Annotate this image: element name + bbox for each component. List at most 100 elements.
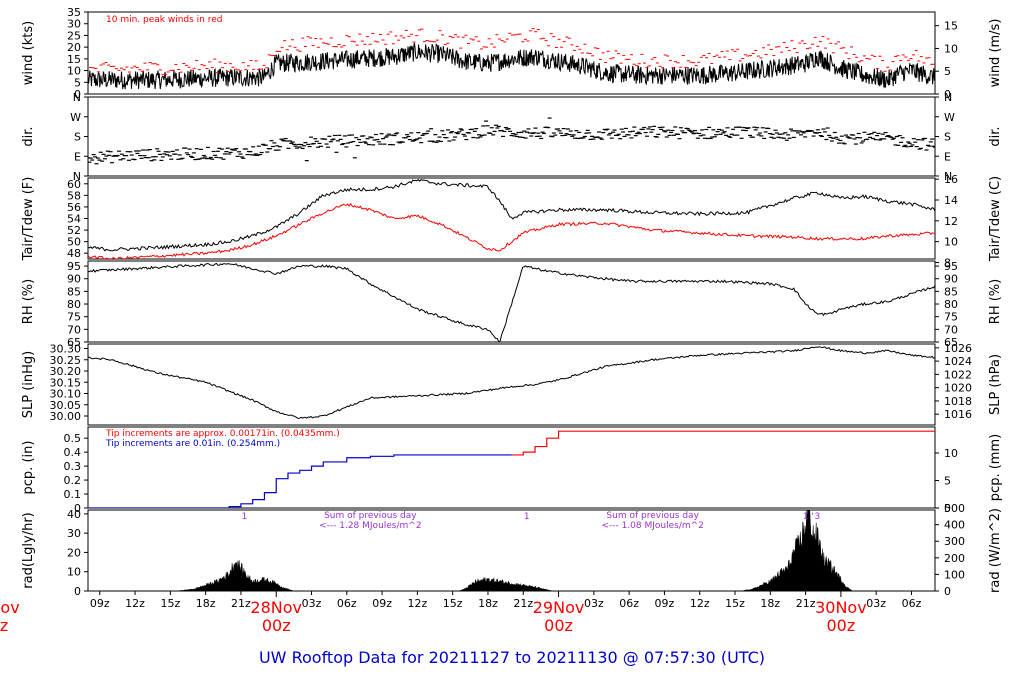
rh-series-rh [88,262,935,342]
dir-left-tick-label: E [74,150,81,163]
pcp-left-tick-label: 0.4 [64,446,82,459]
slp-left-tick-label: 30.20 [50,365,82,378]
pcp-note-0: Tip increments are approx. 0.00171in. (0… [105,429,340,439]
rh-right-tick-label: 70 [944,323,958,336]
rad-sum-title: Sum of previous day [606,511,699,521]
temp-left-tick-label: 52 [67,224,81,237]
slp-left-tick-label: 30.00 [50,410,82,423]
temp-series-tair [88,178,935,252]
pcp-left-tick-label: 0 [74,502,81,515]
pcp-right-tick-label: 0 [944,502,951,515]
slp-right-tick-label: 1024 [944,355,972,368]
slp-left-tick-label: 30.10 [50,388,82,401]
date-tick-label: 27Nov [0,598,20,617]
wind-left-tick-label: 15 [67,53,81,66]
temp-right-tick-label: 14 [944,194,958,207]
temp-plot-area [88,178,935,259]
slp-series-slp [88,346,935,420]
rh-left-tick-label: 95 [67,260,81,273]
temp-left-tick-label: 54 [67,213,81,226]
date-tick-hour: 00z [827,616,856,635]
dir-left-tick-label: W [70,111,81,124]
rad-ylabel: rad(Lgly/hr) [21,512,36,588]
rh-left-tick-label: 75 [67,311,81,324]
dir-right-tick-label: E [944,150,951,163]
temp-right-tick-label: 16 [944,173,958,186]
rh-right-tick-label: 95 [944,260,958,273]
wind-left-tick-label: 25 [67,29,81,42]
slp-left-tick-label: 30.25 [50,354,82,367]
rad-series-rad [176,510,853,591]
wind-left-tick-label: 0 [74,88,81,101]
wind-right-tick-label: 15 [944,20,958,33]
slp-right-tick-label: 1016 [944,408,972,421]
slp-right-tick-label: 1026 [944,342,972,355]
rh-left-tick-label: 65 [67,336,81,349]
pcp-left-tick-label: 0.3 [64,460,82,473]
rh-ylabel: RH (%) [21,279,36,324]
temp-left-tick-label: 58 [67,189,81,202]
rad-left-tick-label: 40 [67,508,81,521]
rad-left-tick-label: 0 [74,585,81,598]
date-tick-hour: 00z [544,616,573,635]
x-tick-label: 12z [690,597,710,610]
dir-right-tick-label: N [944,91,952,104]
x-tick-label: 06z [619,597,639,610]
wind-left-tick-label: 20 [67,41,81,54]
rh-right-tick-label: 65 [944,336,958,349]
x-tick-label: 15z [725,597,745,610]
x-tick-label: 12z [125,597,145,610]
x-tick-label: 18z [760,597,780,610]
rad-right-tick-label: 400 [944,519,965,532]
wind-ylabel-right: wind (m/s) [988,19,1003,88]
rad-daily-marker: 1 [803,512,809,522]
dir-left-tick-label: S [74,131,81,144]
rad-left-tick-label: 10 [67,566,81,579]
date-tick-label: 29Nov [533,598,585,617]
pcp-left-tick-label: 0.2 [64,474,82,487]
x-tick-label: 21z [513,597,533,610]
x-tick-label: 18z [478,597,498,610]
pcp-right-tick-label: 10 [944,447,958,460]
slp-ylabel-right: SLP (hPa) [988,354,1003,415]
x-tick-label: 15z [443,597,463,610]
pcp-series-pcp-0-01in-tips- [88,454,512,508]
rh-left-tick-label: 80 [67,298,81,311]
x-tick-label: 03z [584,597,604,610]
pcp-plot-area [88,430,935,508]
wind-ylabel: wind (kts) [21,21,36,85]
rad-daily-marker: 1 [524,512,530,522]
pcp-series-pcp-0-00171in-tips- [511,430,935,456]
temp-series-tdew [88,202,935,259]
rad-plot-area [176,510,853,591]
date-tick-hour: 00z [0,616,8,635]
x-tick-label: 09z [372,597,392,610]
temp-frame [87,177,936,260]
dir-plot-area [88,117,935,165]
slp-left-tick-label: 30.30 [50,343,82,356]
pcp-left-tick-label: 0.5 [64,432,82,445]
rh-frame [87,260,936,343]
rad-right-tick-label: 0 [944,585,951,598]
date-tick-hour: 00z [262,616,291,635]
slp-right-tick-label: 1022 [944,368,972,381]
pcp-right-tick-label: 5 [944,474,951,487]
rh-right-tick-label: 80 [944,298,958,311]
wind-right-tick-label: 0 [944,88,951,101]
pcp-ylabel-right: pcp. (mm) [988,434,1003,501]
rh-ylabel-right: RH (%) [988,279,1003,324]
x-tick-label: 06z [902,597,922,610]
wind-left-tick-label: 10 [67,65,81,78]
temp-ylabel-right: Tair/Tdew (C) [988,176,1003,262]
rh-left-tick-label: 90 [67,273,81,286]
x-axis: 09z 12z 15z 18z 21z 03z 06z 09z 12z 15z 18z 21z 03z 0… [0,591,922,635]
rad-right-tick-label: 500 [944,502,965,515]
x-tick-label: 03z [866,597,886,610]
rh-left-tick-label: 70 [67,323,81,336]
temp-right-tick-label: 12 [944,215,958,228]
rad-daily-marker: ' [811,512,813,522]
temp-left-tick-label: 48 [67,247,81,260]
